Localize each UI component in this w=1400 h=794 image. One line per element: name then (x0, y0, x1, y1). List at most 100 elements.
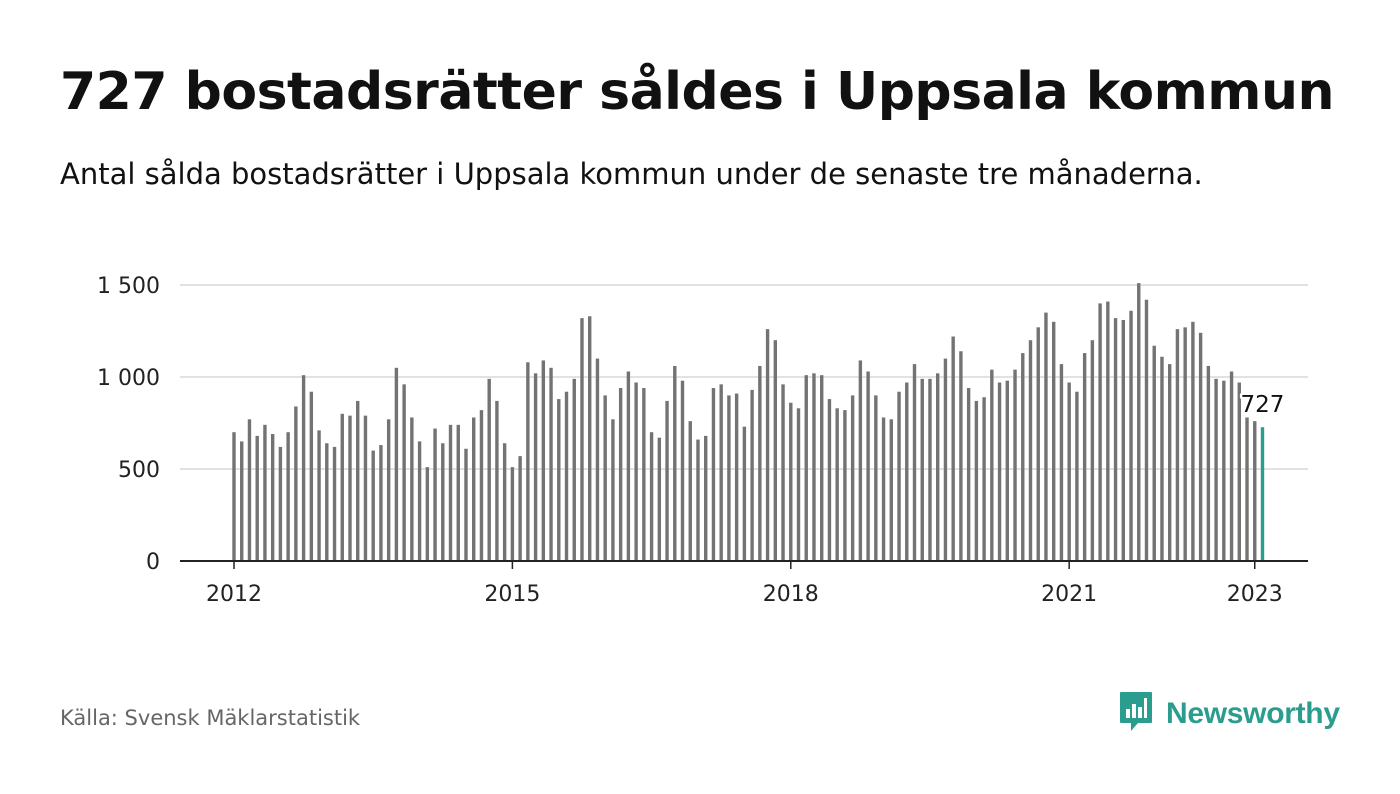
bar (990, 370, 993, 561)
bar (1168, 364, 1171, 561)
bar (402, 384, 405, 561)
bar (681, 381, 684, 561)
bar (263, 425, 266, 561)
bar (410, 417, 413, 561)
bar (256, 436, 259, 561)
y-tick-label: 0 (146, 550, 160, 575)
bar (356, 401, 359, 561)
bar (302, 375, 305, 561)
y-axis-labels: 0 500 1 000 1 500 (97, 274, 160, 575)
bar (627, 371, 630, 561)
bar (1037, 327, 1040, 561)
bar (348, 416, 351, 561)
bar (1191, 322, 1194, 561)
bar (828, 399, 831, 561)
bar (240, 441, 243, 561)
bar (232, 432, 235, 561)
bar (882, 417, 885, 561)
bar (503, 443, 506, 561)
bar (1052, 322, 1055, 561)
brand-name: Newsworthy (1166, 697, 1340, 731)
y-tick-label: 500 (118, 458, 160, 483)
bar (325, 443, 328, 561)
bar (580, 318, 583, 561)
bar (735, 394, 738, 561)
bar (634, 383, 637, 561)
bar (1122, 320, 1125, 561)
bar (379, 445, 382, 561)
bar (1098, 303, 1101, 561)
bar (712, 388, 715, 561)
bar (294, 406, 297, 561)
bar (1091, 340, 1094, 561)
bar (1029, 340, 1032, 561)
bar (928, 379, 931, 561)
bar (1075, 392, 1078, 561)
bar (812, 373, 815, 561)
bar (487, 379, 490, 561)
bar (457, 425, 460, 561)
bar (905, 383, 908, 561)
x-tick-label: 2023 (1227, 582, 1283, 607)
bar (665, 401, 668, 561)
bar (975, 401, 978, 561)
bar (433, 429, 436, 561)
bar (913, 364, 916, 561)
bar (874, 395, 877, 561)
bar (1137, 283, 1140, 561)
bar (518, 456, 521, 561)
x-axis (180, 561, 1308, 569)
bar (650, 432, 653, 561)
bar (890, 419, 893, 561)
bar (1106, 302, 1109, 561)
bar (921, 379, 924, 561)
bar (843, 410, 846, 561)
bar (310, 392, 313, 561)
bar (658, 438, 661, 561)
bar (526, 362, 529, 561)
x-axis-labels: 2012 2015 2018 2021 2023 (206, 582, 1283, 607)
last-value-label: 727 (1241, 392, 1285, 418)
bar (333, 447, 336, 561)
bar (758, 366, 761, 561)
bar-highlight (1261, 427, 1264, 561)
bar (944, 359, 947, 561)
annotations: 727 (1241, 392, 1285, 418)
bar (1067, 383, 1070, 561)
bar (750, 390, 753, 561)
bar (279, 447, 282, 561)
bar (395, 368, 398, 561)
bar (341, 414, 344, 561)
bar (797, 408, 800, 561)
bar (766, 329, 769, 561)
bar (426, 467, 429, 561)
bar (495, 401, 498, 561)
bar (967, 388, 970, 561)
bar (998, 383, 1001, 561)
bar (1114, 318, 1117, 561)
bar (1207, 366, 1210, 561)
bar (534, 373, 537, 561)
bar (565, 392, 568, 561)
x-tick-label: 2021 (1041, 582, 1097, 607)
bar (897, 392, 900, 561)
bar (719, 384, 722, 561)
bar (1145, 300, 1148, 561)
bar (441, 443, 444, 561)
bar (1013, 370, 1016, 561)
bar (449, 425, 452, 561)
bar (1044, 313, 1047, 561)
bar (1222, 381, 1225, 561)
bar (936, 373, 939, 561)
bar (603, 395, 606, 561)
bar (851, 395, 854, 561)
bar (1245, 417, 1248, 561)
bar (1021, 353, 1024, 561)
bar (781, 384, 784, 561)
bar (464, 449, 467, 561)
bar (1006, 381, 1009, 561)
bars (232, 283, 1264, 561)
y-tick-label: 1 000 (97, 366, 160, 391)
bar (1214, 379, 1217, 561)
bar (1176, 329, 1179, 561)
